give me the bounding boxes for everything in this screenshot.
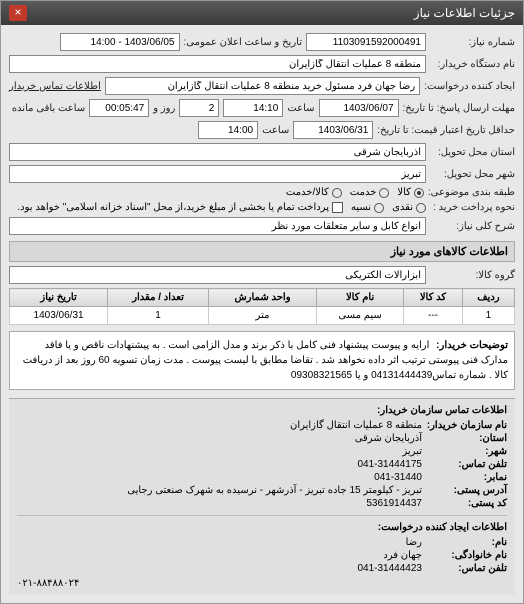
contact-addr-value: تبریز - کیلومتر 15 جاده تبریز - آذرشهر -… bbox=[127, 485, 422, 496]
content-area: شماره نیاز: تاریخ و ساعت اعلان عمومی: نا… bbox=[1, 25, 523, 603]
group-field[interactable] bbox=[9, 266, 426, 284]
payment-label: نحوه پرداخت خرید : bbox=[430, 202, 515, 213]
requester-label: ایجاد کننده درخواست: bbox=[424, 81, 515, 92]
radio-icon bbox=[379, 188, 389, 198]
remaining-suffix: ساعت باقی مانده bbox=[12, 103, 85, 114]
contact-fax-label: نمابر: bbox=[422, 472, 507, 483]
deadline-time-field[interactable] bbox=[223, 99, 283, 117]
cell-date: 1403/06/31 bbox=[10, 307, 108, 325]
contact-family-value: جهان فرد bbox=[383, 550, 422, 561]
contact-addr-label: آدرس پستی: bbox=[422, 485, 507, 496]
radio-icon bbox=[416, 203, 426, 213]
contact-org-title: اطلاعات تماس سازمان خریدار: bbox=[17, 405, 507, 416]
cell-qty: 1 bbox=[108, 307, 209, 325]
footer-phone: ۰۲۱-۸۸۴۸۸۰۲۴ bbox=[17, 578, 507, 589]
remaining-time-field[interactable] bbox=[89, 99, 149, 117]
goods-table: ردیف کد کالا نام کالا واحد شمارش تعداد /… bbox=[9, 288, 515, 325]
buyer-note-box: توضیحات خریدار: ارایه و پیوست پیشنهاد فن… bbox=[9, 331, 515, 390]
cell-unit: متر bbox=[208, 307, 316, 325]
general-field[interactable] bbox=[9, 217, 426, 235]
city-field[interactable] bbox=[9, 165, 426, 183]
province-field[interactable] bbox=[9, 143, 426, 161]
org-field[interactable] bbox=[9, 55, 426, 73]
validity-time-label: ساعت bbox=[262, 125, 289, 136]
cell-idx: 1 bbox=[462, 307, 514, 325]
col-unit: واحد شمارش bbox=[208, 289, 316, 307]
general-label: شرح کلی نیاز: bbox=[430, 221, 515, 232]
cat-service-radio[interactable]: خدمت bbox=[350, 187, 390, 198]
contact-city-label: شهر: bbox=[422, 446, 507, 457]
contact-prov-label: استان: bbox=[422, 433, 507, 444]
cell-name: سیم مسی bbox=[317, 307, 404, 325]
deadline-label: مهلت ارسال پاسخ: تا تاریخ: bbox=[403, 103, 515, 114]
announce-label: تاریخ و ساعت اعلان عمومی: bbox=[184, 37, 303, 48]
validity-label: حداقل تاریخ اعتبار قیمت: تا تاریخ: bbox=[377, 125, 515, 136]
cat-both-radio[interactable]: کالا/خدمت bbox=[286, 187, 342, 198]
contact-org-value: منطقه 8 عملیات انتقال گازایران bbox=[290, 420, 422, 431]
dialog-title: جزئیات اطلاعات نیاز bbox=[414, 6, 515, 20]
contact-name-value: رضا bbox=[406, 537, 422, 548]
validity-time-field[interactable] bbox=[198, 121, 258, 139]
contact-city-value: تبریز bbox=[402, 446, 422, 457]
contact-post-value: 5361914437 bbox=[366, 498, 422, 509]
remaining-days-label: روز و bbox=[153, 103, 175, 114]
note-label: توضیحات خریدار: bbox=[436, 340, 508, 351]
contact-name-label: نام: bbox=[422, 537, 507, 548]
close-icon[interactable]: × bbox=[9, 5, 27, 21]
requester-field[interactable] bbox=[105, 77, 420, 95]
pay-credit-radio[interactable]: نسیه bbox=[351, 202, 384, 213]
pay-cash-radio[interactable]: نقدی bbox=[392, 202, 426, 213]
contact-family-label: نام خانوادگی: bbox=[422, 550, 507, 561]
divider bbox=[17, 515, 507, 516]
province-label: استان محل تحویل: bbox=[430, 147, 515, 158]
contact-post-label: کد پستی: bbox=[422, 498, 507, 509]
group-label: گروه کالا: bbox=[430, 270, 515, 281]
deadline-date-field[interactable] bbox=[319, 99, 399, 117]
request-no-label: شماره نیاز: bbox=[430, 37, 515, 48]
contact-fax-value: 041-31440 bbox=[374, 472, 422, 483]
validity-date-field[interactable] bbox=[293, 121, 373, 139]
contact-phone-label: تلفن تماس: bbox=[422, 563, 507, 574]
request-no-field[interactable] bbox=[306, 33, 426, 51]
radio-icon bbox=[332, 188, 342, 198]
remaining-days-field[interactable] bbox=[179, 99, 219, 117]
contact-section: اطلاعات تماس سازمان خریدار: نام سازمان خ… bbox=[9, 398, 515, 595]
goods-section-header: اطلاعات کالاهای مورد نیاز bbox=[9, 241, 515, 262]
category-label: طبقه بندی موضوعی: bbox=[428, 187, 515, 198]
payment-radio-group: نقدی نسیه پرداخت تمام یا بخشی از مبلغ خر… bbox=[17, 202, 426, 213]
col-qty: تعداد / مقدار bbox=[108, 289, 209, 307]
contact-prov-value: آذربایجان شرقی bbox=[355, 433, 422, 444]
cat-goods-radio[interactable]: کالا bbox=[397, 187, 424, 198]
cell-code: --- bbox=[404, 307, 463, 325]
col-row: ردیف bbox=[462, 289, 514, 307]
contact-tel-value: 041-31444175 bbox=[357, 459, 422, 470]
table-header-row: ردیف کد کالا نام کالا واحد شمارش تعداد /… bbox=[10, 289, 515, 307]
contact-phone-value: 041-31444423 bbox=[357, 563, 422, 574]
radio-icon bbox=[374, 203, 384, 213]
pay-partial-check[interactable]: پرداخت تمام یا بخشی از مبلغ خرید،از محل … bbox=[17, 202, 343, 213]
contact-org-label: نام سازمان خریدار: bbox=[422, 420, 507, 431]
table-row[interactable]: 1 --- سیم مسی متر 1 1403/06/31 bbox=[10, 307, 515, 325]
deadline-time-label: ساعت bbox=[287, 103, 314, 114]
contact-tel-label: تلفن تماس: bbox=[422, 459, 507, 470]
contact-buyer-link[interactable]: اطلاعات تماس خریدار bbox=[9, 81, 101, 92]
org-label: نام دستگاه خریدار: bbox=[430, 59, 515, 70]
category-radio-group: کالا خدمت کالا/خدمت bbox=[286, 187, 424, 198]
contact-requester-title: اطلاعات ایجاد کننده درخواست: bbox=[17, 522, 507, 533]
col-code: کد کالا bbox=[404, 289, 463, 307]
col-date: تاریخ نیاز bbox=[10, 289, 108, 307]
checkbox-icon bbox=[332, 202, 343, 213]
announce-field[interactable] bbox=[60, 33, 180, 51]
titlebar: جزئیات اطلاعات نیاز × bbox=[1, 1, 523, 25]
dialog-window: جزئیات اطلاعات نیاز × شماره نیاز: تاریخ … bbox=[0, 0, 524, 604]
radio-icon bbox=[414, 188, 424, 198]
city-label: شهر محل تحویل: bbox=[430, 169, 515, 180]
col-name: نام کالا bbox=[317, 289, 404, 307]
